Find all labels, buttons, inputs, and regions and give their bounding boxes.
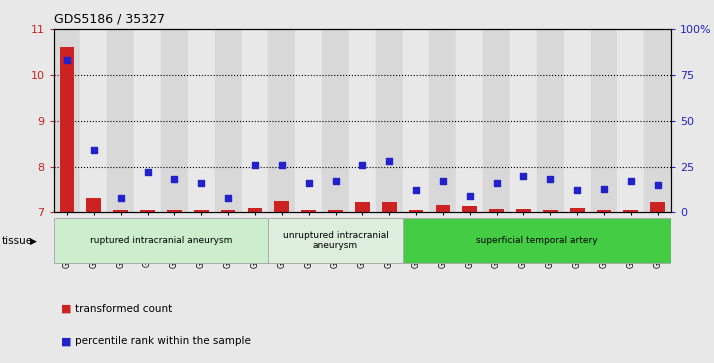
Bar [188, 29, 215, 212]
Bar [597, 210, 611, 212]
Bar [107, 29, 134, 212]
Bar [161, 29, 188, 212]
Bar [241, 29, 268, 212]
Point [518, 173, 529, 179]
Point [383, 158, 395, 164]
Bar [86, 198, 101, 212]
Text: ■: ■ [61, 303, 71, 314]
Bar [430, 29, 456, 212]
Bar [376, 29, 403, 212]
Point [196, 180, 207, 186]
Point [411, 187, 422, 193]
Point [571, 187, 583, 193]
Bar [194, 210, 208, 212]
Text: percentile rank within the sample: percentile rank within the sample [75, 336, 251, 346]
Point [142, 169, 154, 175]
Bar [81, 29, 107, 212]
Point [169, 176, 180, 182]
Point [652, 182, 663, 188]
Bar [322, 29, 349, 212]
Bar [483, 29, 510, 212]
Text: superficial temporal artery: superficial temporal artery [476, 236, 598, 245]
Bar [537, 29, 564, 212]
Bar [54, 219, 268, 262]
Bar [650, 202, 665, 212]
Bar [301, 209, 316, 212]
Bar [564, 29, 590, 212]
Bar [140, 210, 155, 212]
Bar [274, 201, 289, 212]
Point [625, 178, 637, 184]
Bar [215, 29, 241, 212]
Point [276, 162, 288, 168]
Point [115, 195, 126, 201]
Point [61, 57, 73, 63]
Bar [623, 210, 638, 212]
Text: unruptured intracranial
aneurysm: unruptured intracranial aneurysm [283, 231, 388, 250]
Bar [349, 29, 376, 212]
Text: ■: ■ [61, 336, 71, 346]
Bar [436, 205, 451, 212]
Point [598, 185, 610, 191]
Point [88, 147, 99, 153]
Bar [510, 29, 537, 212]
Bar [268, 29, 295, 212]
Point [330, 178, 341, 184]
Bar [268, 219, 403, 262]
Bar [590, 29, 618, 212]
Point [303, 180, 314, 186]
Bar [167, 209, 182, 212]
Point [357, 162, 368, 168]
Bar [134, 29, 161, 212]
Text: transformed count: transformed count [75, 303, 172, 314]
Bar [463, 206, 477, 212]
Text: ruptured intracranial aneurysm: ruptured intracranial aneurysm [90, 236, 232, 245]
Text: ▶: ▶ [30, 237, 37, 246]
Bar [516, 209, 531, 212]
Bar [403, 219, 671, 262]
Text: GDS5186 / 35327: GDS5186 / 35327 [54, 13, 164, 26]
Bar [328, 210, 343, 212]
Bar [59, 48, 74, 212]
Point [545, 176, 556, 182]
Point [437, 178, 448, 184]
Bar [355, 202, 370, 212]
Point [222, 195, 233, 201]
Bar [403, 29, 430, 212]
Bar [570, 208, 585, 212]
Bar [543, 209, 558, 212]
Bar [489, 209, 504, 212]
Bar [295, 29, 322, 212]
Bar [456, 29, 483, 212]
Bar [382, 202, 396, 212]
Point [464, 193, 476, 199]
Bar [248, 208, 262, 212]
Point [249, 162, 261, 168]
Bar [618, 29, 644, 212]
Bar [114, 210, 128, 212]
Bar [54, 29, 81, 212]
Point [491, 180, 503, 186]
Bar [221, 210, 236, 212]
Text: tissue: tissue [2, 236, 34, 246]
Bar [408, 209, 423, 212]
Bar [644, 29, 671, 212]
